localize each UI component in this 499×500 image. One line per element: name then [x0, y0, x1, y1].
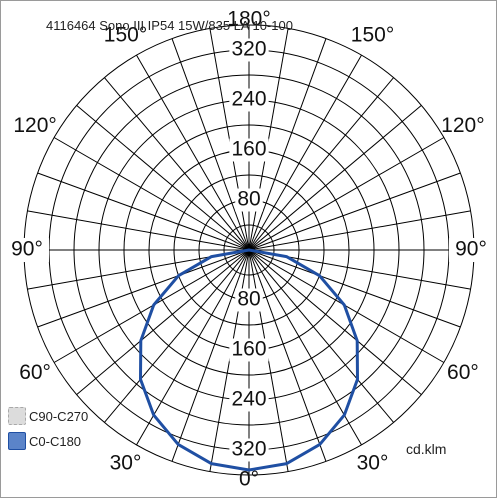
chart-title: 4116464 Sono III IP54 15W/835 LA 10-100 [46, 18, 293, 33]
label-background [229, 88, 269, 112]
label-background [235, 188, 263, 212]
label-background [229, 338, 269, 362]
grid-spoke [27, 210, 250, 251]
grid-spoke [171, 38, 250, 251]
legend-label: C90-C270 [29, 408, 89, 424]
series-curve-c0-c180 [139, 248, 359, 472]
angle-label: 120° [13, 114, 56, 137]
grid-spoke [76, 105, 250, 251]
label-background [229, 38, 269, 62]
angle-label: 60° [19, 361, 51, 384]
grid-circle [173, 174, 325, 326]
grid-spoke [53, 137, 250, 251]
legend-swatch-c90-c270 [8, 407, 26, 425]
grid-spoke [248, 249, 422, 395]
legend-item-c90-c270: C90-C270 [8, 406, 88, 426]
series-layer [139, 248, 359, 472]
grid-spoke [248, 249, 461, 328]
radial-tick-label: 320 [231, 438, 266, 461]
grid-spoke [37, 172, 250, 251]
grid-spoke [248, 249, 362, 446]
grid-circle [123, 124, 375, 376]
grid-circle [73, 74, 425, 426]
angle-label: 60° [447, 361, 479, 384]
angle-label: 150° [351, 24, 394, 47]
grid-spoke [248, 249, 394, 423]
angle-label: 30° [110, 451, 142, 474]
grid-spoke [104, 249, 250, 423]
legend-item-c0-c180: C0-C180 [8, 431, 81, 451]
grid-spoke [248, 77, 394, 251]
grid-spoke [248, 54, 362, 251]
label-background [229, 438, 269, 462]
angle-label: 90° [11, 238, 43, 261]
angle-label: 0° [239, 468, 259, 491]
angle-label: 120° [441, 114, 484, 137]
radial-tick-label: 80 [237, 188, 260, 211]
radial-tick-label: 160 [231, 138, 266, 161]
radial-tick-label: 240 [231, 388, 266, 411]
grid-spoke [248, 172, 461, 251]
grid-spoke [248, 105, 422, 251]
grid-spoke [136, 54, 250, 251]
label-background [229, 388, 269, 412]
grid-spoke [171, 249, 250, 462]
grid-spoke [248, 249, 327, 462]
radial-tick-label: 80 [237, 288, 260, 311]
grid-circle [223, 224, 275, 276]
angle-label: 30° [357, 451, 389, 474]
grid-spoke [53, 249, 250, 363]
unit-label: cd.klm [406, 441, 447, 457]
grid-spoke [37, 249, 250, 328]
label-background [449, 238, 493, 262]
grid-spoke [248, 38, 327, 251]
legend-label: C0-C180 [29, 433, 82, 449]
angle-label: 150° [104, 24, 147, 47]
radial-tick-label: 240 [231, 88, 266, 111]
grid-spoke [248, 249, 445, 363]
label-background [5, 238, 49, 262]
label-background [229, 138, 269, 162]
grid-spoke [248, 137, 445, 251]
legend-swatch-c0-c180 [8, 432, 26, 450]
grid-spoke [136, 249, 250, 446]
angle-label: 180° [227, 8, 270, 31]
grid-spoke [248, 210, 471, 251]
label-layer: 80 80 160 160 240 240 320 320 0° 30° 30° 60° 60° 90° 9… [5, 8, 493, 491]
grid-spoke [76, 249, 250, 395]
label-background [235, 288, 263, 312]
grid-spoke [104, 77, 250, 251]
radial-tick-label: 160 [231, 338, 266, 361]
angle-label: 90° [455, 238, 487, 261]
radial-tick-label: 320 [231, 38, 266, 61]
